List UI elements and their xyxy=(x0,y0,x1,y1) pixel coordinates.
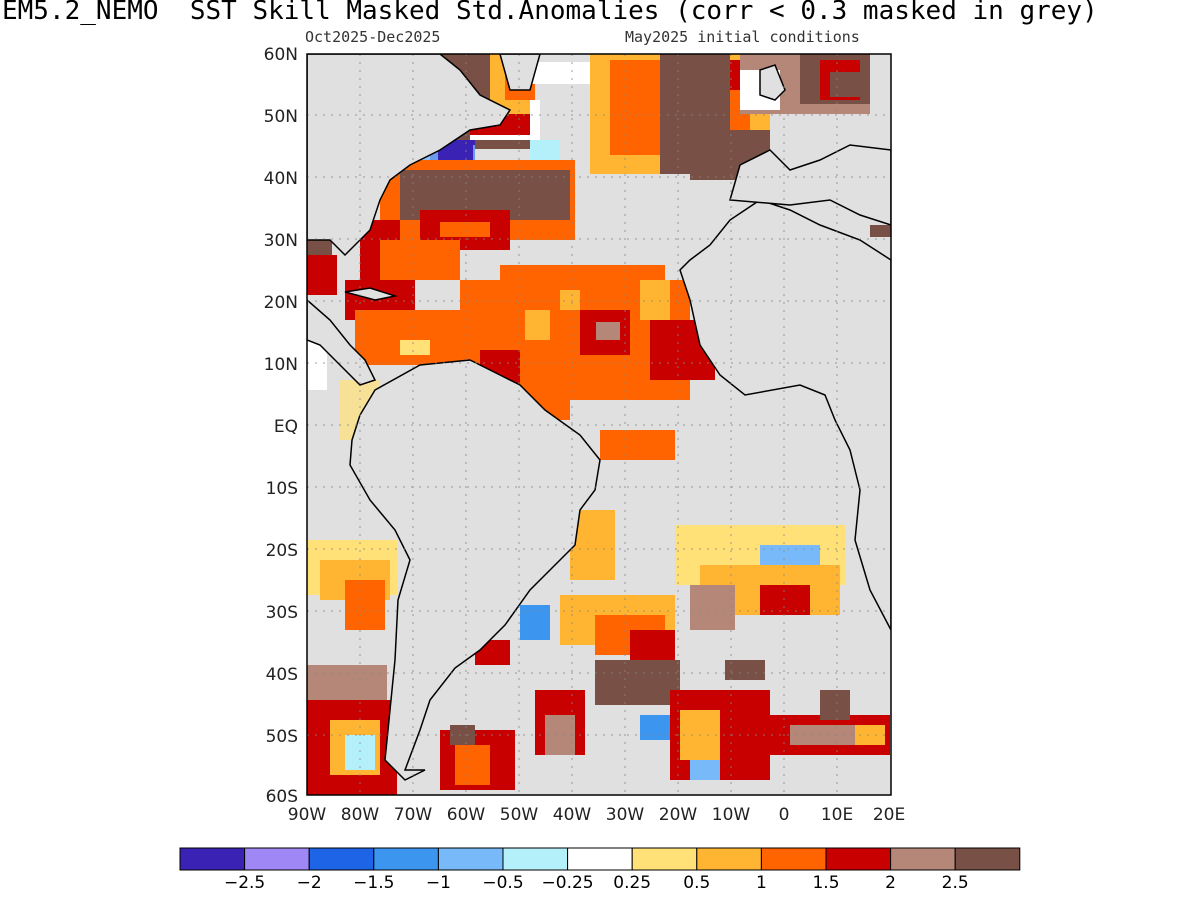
colorbar-tick-label: 1 xyxy=(756,873,767,893)
lat-label: 20S xyxy=(266,541,298,561)
lon-label: 20E xyxy=(873,805,905,825)
lon-label: 20W xyxy=(659,805,698,825)
anomaly-field xyxy=(307,54,891,795)
landmass-outlines xyxy=(307,54,891,781)
map-plot-area xyxy=(307,54,891,795)
colorbar-swatch xyxy=(631,847,698,871)
lat-label: 30N xyxy=(264,231,298,251)
lat-label: 60N xyxy=(264,45,298,65)
lon-label: 40W xyxy=(553,805,592,825)
lat-label: 60S xyxy=(266,787,298,807)
lon-label: 30W xyxy=(606,805,645,825)
colorbar-tick-label: −2.5 xyxy=(224,873,265,893)
lat-label: 50S xyxy=(266,727,298,747)
lat-label: 10S xyxy=(266,479,298,499)
lat-label: 30S xyxy=(266,603,298,623)
lon-label: 90W xyxy=(288,805,327,825)
lon-label: 70W xyxy=(394,805,433,825)
colorbar-tick-label: 1.5 xyxy=(812,873,839,893)
colorbar-swatch xyxy=(825,847,892,871)
colorbar-swatch xyxy=(567,847,633,871)
lon-label: 0 xyxy=(779,805,790,825)
colorbar-swatch xyxy=(179,847,246,871)
lon-label: 60W xyxy=(447,805,486,825)
colorbar-tick-label: −0.25 xyxy=(542,873,594,893)
colorbar-tick-label: 2.5 xyxy=(942,873,969,893)
lat-label: 40N xyxy=(264,169,298,189)
colorbar-tick-label: 2 xyxy=(885,873,896,893)
colorbar-swatch xyxy=(308,847,375,871)
initial-conditions-label: May2025 initial conditions xyxy=(625,28,860,46)
colorbar-swatch xyxy=(502,847,569,871)
colorbar-tick-label: −0.5 xyxy=(482,873,523,893)
colorbar-swatch xyxy=(437,847,504,871)
lat-label: 50N xyxy=(264,107,298,127)
lat-label: 40S xyxy=(266,665,298,685)
latitude-labels: 60N 50N 40N 30N 20N 10N EQ 10S 20S 30S 4… xyxy=(264,45,298,807)
colorbar-swatch xyxy=(696,847,762,871)
colorbar-tick-label: −1.5 xyxy=(353,873,394,893)
longitude-labels: 90W 80W 70W 60W 50W 40W 30W 20W 10W 0 10… xyxy=(288,805,905,825)
lat-label: EQ xyxy=(274,417,298,437)
lon-label: 80W xyxy=(341,805,380,825)
colorbar-tick-label: −1 xyxy=(426,873,451,893)
lon-label: 10E xyxy=(821,805,853,825)
lon-label: 10W xyxy=(712,805,751,825)
colorbar-swatch xyxy=(244,847,310,871)
colorbar-swatch xyxy=(954,847,1021,871)
colorbar-swatch xyxy=(373,847,439,871)
colorbar-tick-label: −2 xyxy=(297,873,322,893)
map-frame xyxy=(306,53,892,796)
colorbar: −2.5 −2 −1.5 −1 −0.5 −0.25 0.25 0.5 1 1.5 2 2.5 xyxy=(179,847,1021,893)
lat-label: 20N xyxy=(264,293,298,313)
colorbar-swatch xyxy=(760,847,827,871)
forecast-period-label: Oct2025-Dec2025 xyxy=(305,28,441,46)
colorbar-tick-label: 0.5 xyxy=(683,873,710,893)
colorbar-swatch xyxy=(890,847,956,871)
graticule xyxy=(307,54,891,795)
map-title: EM5.2_NEMO SST Skill Masked Std.Anomalie… xyxy=(2,0,1098,26)
lat-label: 10N xyxy=(264,355,298,375)
lon-label: 50W xyxy=(500,805,539,825)
colorbar-tick-label: 0.25 xyxy=(613,873,651,893)
